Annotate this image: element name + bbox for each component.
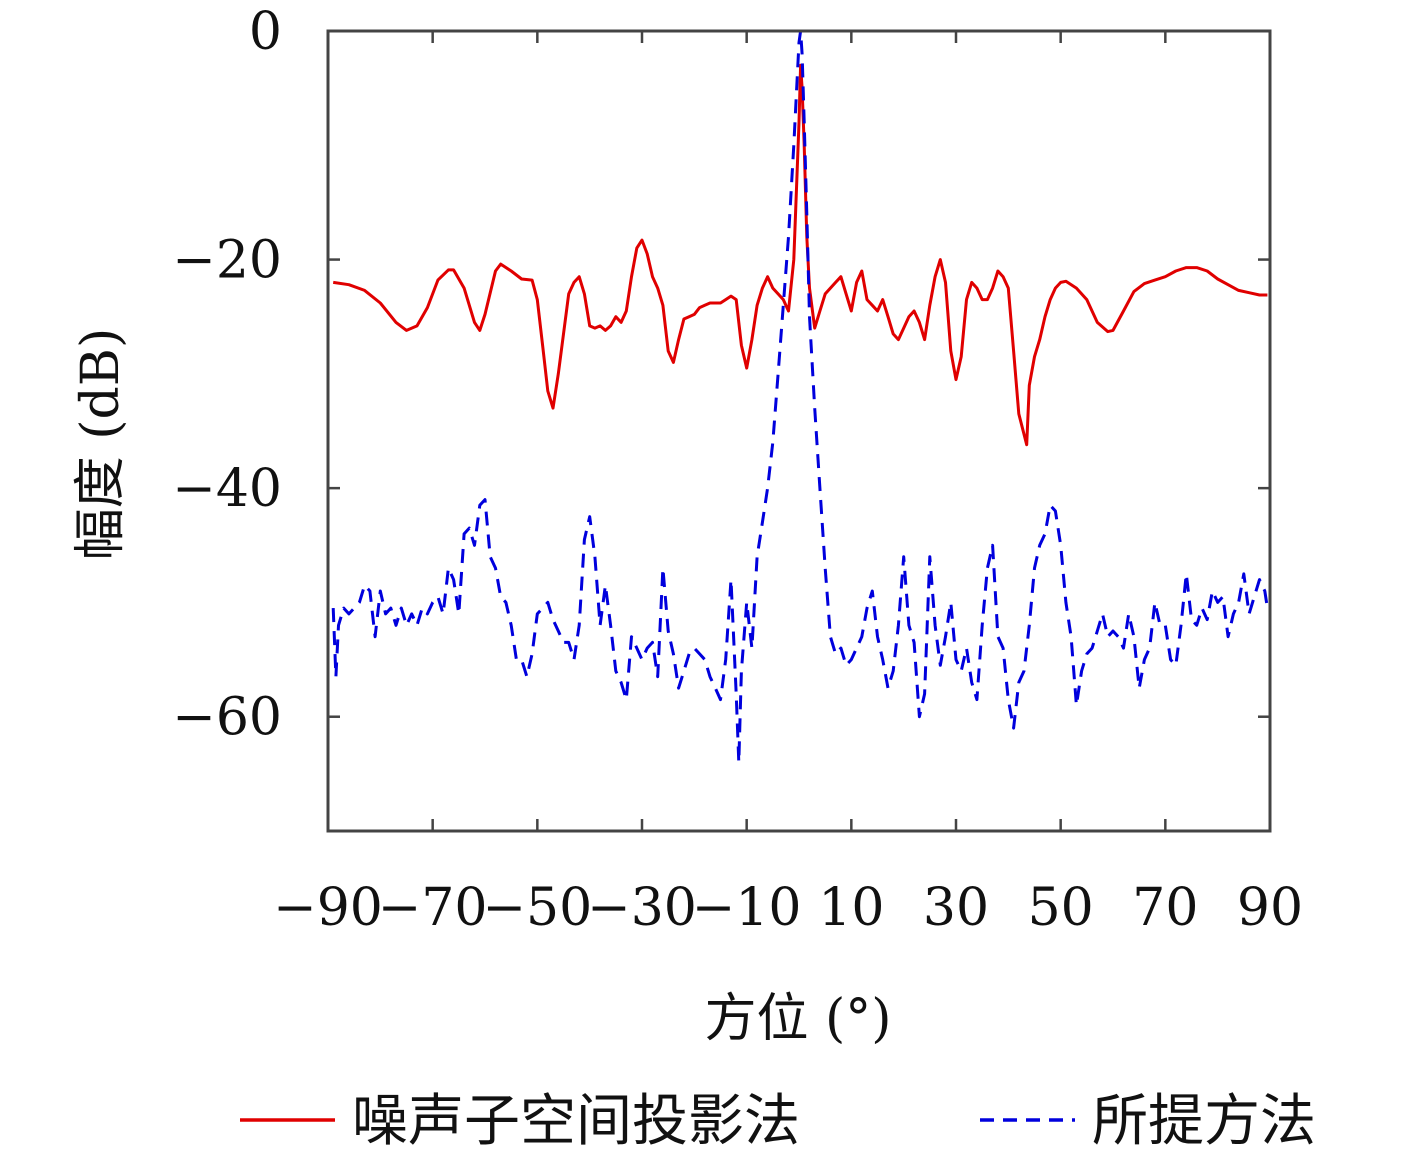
axes-box bbox=[326, 29, 1272, 833]
legend-label-1: 噪声子空间投影法 bbox=[352, 1089, 800, 1154]
x-tick-label: 10 bbox=[818, 878, 884, 938]
x-tick-label: 30 bbox=[923, 878, 989, 938]
x-tick-label: −90 bbox=[273, 878, 383, 938]
y-tick-label: −40 bbox=[172, 459, 282, 519]
y-axis-title: 幅度 (dB) bbox=[71, 328, 131, 561]
x-tick-label: 50 bbox=[1028, 878, 1094, 938]
x-tick-label: 90 bbox=[1237, 878, 1303, 938]
legend-label-2: 所提方法 bbox=[1092, 1089, 1316, 1154]
x-tick-label: −10 bbox=[692, 878, 802, 938]
legend: 噪声子空间投影法 所提方法 bbox=[240, 1089, 1316, 1154]
axes-layer: −90−70−50−30−10 10 30 50 70 90 0 −20 −40 −60 bbox=[172, 2, 1303, 938]
x-tick-label: −30 bbox=[587, 878, 697, 938]
plot-area bbox=[328, 31, 1270, 831]
x-axis-title: 方位 (°) bbox=[704, 989, 891, 1049]
x-tick-label: −70 bbox=[378, 878, 488, 938]
plot-background bbox=[328, 31, 1270, 831]
x-tick-label: 70 bbox=[1132, 878, 1198, 938]
y-tick-label: −60 bbox=[172, 688, 282, 748]
y-tick-label: −20 bbox=[172, 231, 282, 291]
x-tick-label: −50 bbox=[482, 878, 592, 938]
y-tick-label: 0 bbox=[249, 2, 282, 62]
